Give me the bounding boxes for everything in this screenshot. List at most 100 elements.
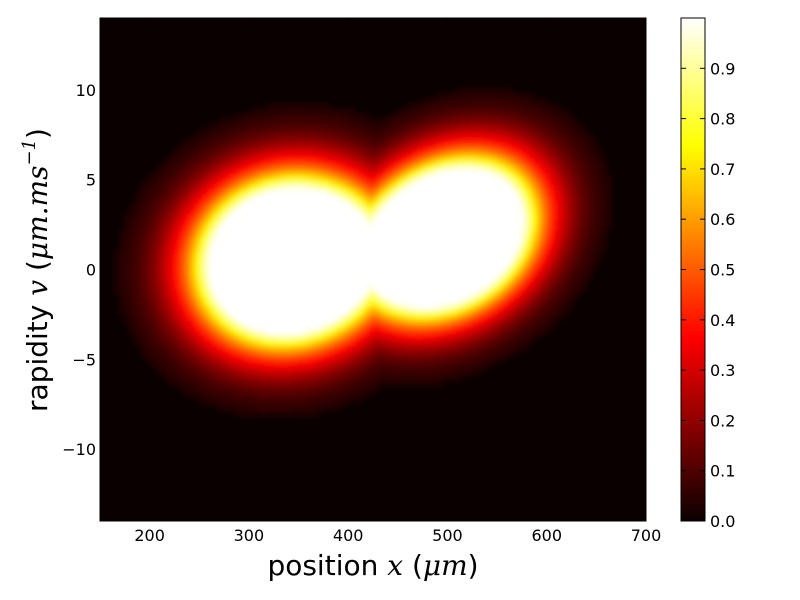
heatmap-cell [487, 269, 493, 276]
heatmap-cell [204, 239, 210, 245]
heatmap-cell [288, 264, 295, 271]
heatmap-cell [308, 324, 315, 331]
heatmap-cell [229, 279, 235, 286]
heatmap-cell [214, 370, 220, 376]
heatmap-cell [492, 128, 498, 135]
heatmap-cell [333, 264, 339, 271]
heatmap-cell [407, 138, 414, 145]
heatmap-cell [482, 249, 488, 256]
heatmap-cell [224, 163, 230, 170]
heatmap-cell [487, 249, 493, 256]
heatmap-cell [184, 249, 190, 256]
heatmap-cell [546, 204, 553, 210]
heatmap-cell [338, 118, 344, 125]
heatmap-cell [204, 269, 210, 276]
heatmap-cell [328, 344, 334, 351]
heatmap-cell [348, 344, 354, 351]
heatmap-cell [184, 319, 190, 326]
heatmap-cell [556, 158, 563, 165]
heatmap-cell [214, 214, 220, 220]
heatmap-cell [373, 168, 379, 175]
heatmap-cell [303, 113, 310, 120]
heatmap-cell [293, 259, 300, 266]
heatmap-cell [219, 309, 225, 316]
heatmap-cell [273, 264, 280, 271]
heatmap-cell [387, 173, 394, 180]
heatmap-cell [273, 279, 280, 286]
heatmap-cell [303, 209, 310, 215]
heatmap-cell [586, 214, 592, 220]
heatmap-cell [452, 138, 458, 145]
heatmap-cell [546, 314, 553, 321]
heatmap-cell [169, 178, 176, 185]
heatmap-cell [263, 229, 270, 235]
heatmap-cell [184, 279, 190, 286]
heatmap-cell [204, 339, 210, 346]
heatmap-cell [546, 259, 553, 266]
heatmap-cell [308, 334, 315, 341]
heatmap-cell [308, 355, 315, 361]
heatmap-cell [243, 405, 250, 411]
heatmap-cell [432, 319, 439, 326]
heatmap-cell [392, 113, 399, 120]
heatmap-cell [497, 204, 503, 210]
heatmap-cell [154, 299, 161, 306]
heatmap-cell [333, 334, 339, 341]
heatmap-cell [358, 153, 364, 160]
heatmap-cell [536, 163, 543, 170]
heatmap-cell [531, 138, 538, 145]
heatmap-cell [432, 108, 439, 115]
heatmap-cell [293, 158, 300, 165]
heatmap-cell [214, 344, 220, 351]
heatmap-cell [462, 365, 468, 371]
heatmap-cell [586, 133, 592, 140]
heatmap-cell [318, 254, 324, 261]
heatmap-cell [273, 400, 280, 406]
heatmap-cell [154, 319, 161, 326]
heatmap-cell [263, 390, 270, 396]
heatmap-cell [457, 344, 463, 351]
heatmap-cell [551, 163, 558, 170]
heatmap-cell [179, 249, 185, 256]
heatmap-cell [253, 365, 260, 371]
heatmap-cell [526, 239, 533, 245]
heatmap-cell [343, 400, 349, 406]
heatmap-cell [189, 269, 195, 276]
heatmap-cell [358, 168, 364, 175]
heatmap-cell [238, 209, 245, 215]
heatmap-cell [293, 173, 300, 180]
heatmap-cell [234, 204, 240, 210]
heatmap-cell [209, 148, 215, 155]
heatmap-cell [487, 158, 493, 165]
heatmap-cell [174, 344, 181, 351]
heatmap-cell [497, 274, 503, 281]
heatmap-cell [318, 168, 324, 175]
heatmap-cell [214, 199, 220, 205]
heatmap-cell [521, 173, 528, 180]
heatmap-cell [452, 304, 458, 311]
heatmap-cell [149, 183, 156, 190]
heatmap-cell [358, 143, 364, 150]
heatmap-cell [492, 219, 498, 225]
heatmap-cell [333, 365, 339, 371]
heatmap-cell [526, 189, 533, 195]
heatmap-cell [343, 178, 349, 185]
heatmap-cell [442, 365, 449, 371]
heatmap-cell [343, 189, 349, 195]
heatmap-cell [303, 148, 310, 155]
heatmap-cell [472, 194, 478, 200]
heatmap-cell [363, 284, 369, 291]
heatmap-cell [576, 244, 583, 250]
heatmap-cell [477, 88, 483, 95]
heatmap-cell [541, 204, 548, 210]
heatmap-cell [412, 339, 419, 346]
heatmap-cell [576, 138, 583, 145]
heatmap-cell [392, 264, 399, 271]
heatmap-cell [323, 214, 329, 220]
heatmap-cell [373, 173, 379, 180]
heatmap-cell [472, 219, 478, 225]
heatmap-cell [313, 299, 319, 306]
heatmap-cell [214, 319, 220, 326]
heatmap-cell [164, 173, 171, 180]
heatmap-cell [457, 284, 463, 291]
